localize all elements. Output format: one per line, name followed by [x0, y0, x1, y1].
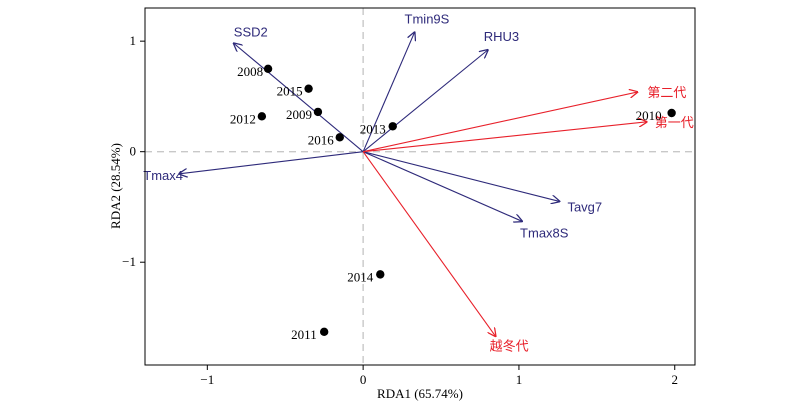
- sample-point: [667, 108, 676, 118]
- sample-point-label: 2010: [636, 108, 662, 123]
- sample-point: [388, 122, 397, 131]
- y-axis-title: RDA2 (28.54%): [108, 143, 123, 229]
- x-tick-label: −1: [200, 372, 214, 387]
- y-tick-label: 0: [130, 144, 137, 159]
- x-tick-label: 0: [360, 372, 367, 387]
- sample-point: [263, 64, 273, 73]
- sample-point-label: 2012: [230, 111, 256, 126]
- plot-frame: [144, 7, 696, 366]
- group-vector-label: 第二代: [647, 85, 686, 100]
- group-vector-arrow: [362, 151, 495, 337]
- sample-point: [313, 107, 323, 117]
- x-tick-label: 1: [516, 372, 523, 387]
- sample-point: [257, 112, 267, 121]
- y-tick-label: 1: [130, 33, 137, 48]
- env-vector-arrow: [362, 50, 488, 153]
- group-vector-label: 第一代: [655, 115, 694, 130]
- env-vector-label: Tmax4: [143, 168, 183, 183]
- sample-point-label: 2013: [360, 121, 386, 136]
- env-vector-label: Tavg7: [567, 199, 602, 214]
- sample-point-label: 2009: [286, 107, 312, 122]
- x-tick-label: 2: [671, 372, 678, 387]
- env-vector-label: RHU3: [484, 29, 519, 44]
- env-vector-arrow: [362, 151, 522, 222]
- env-vector-label: Tmax8S: [520, 225, 569, 240]
- sample-point: [335, 133, 344, 142]
- env-vector-arrow: [362, 32, 414, 152]
- sample-point-label: 2011: [291, 327, 317, 342]
- env-vector-arrow: [179, 151, 364, 174]
- group-vector-label: 越冬代: [490, 338, 529, 353]
- sample-point: [319, 327, 329, 337]
- sample-point-label: 2015: [277, 84, 303, 99]
- sample-point: [304, 84, 313, 93]
- sample-point: [376, 270, 385, 279]
- env-vector-label: SSD2: [234, 24, 268, 39]
- sample-point-label: 2008: [237, 64, 263, 79]
- y-tick-label: −1: [122, 254, 136, 269]
- env-vector-arrow: [362, 151, 559, 202]
- env-vector-label: Tmin9S: [405, 11, 450, 26]
- sample-point-label: 2016: [308, 132, 335, 147]
- group-vector-arrow: [363, 92, 637, 153]
- group-vector-arrow: [363, 122, 647, 153]
- x-axis-title: RDA1 (65.74%): [377, 386, 463, 401]
- sample-point-label: 2014: [347, 269, 374, 284]
